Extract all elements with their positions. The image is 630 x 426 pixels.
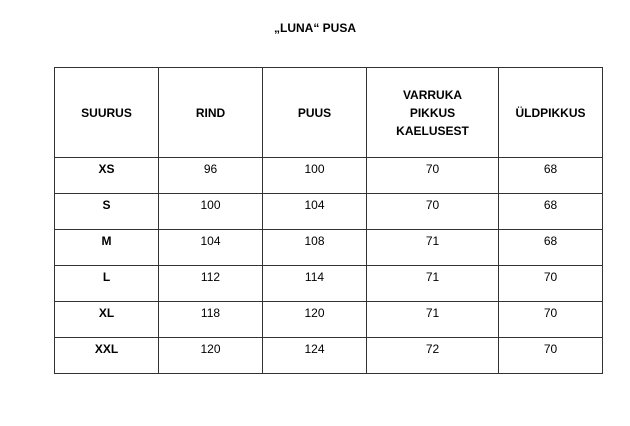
table-row: XS 96 100 70 68: [54, 157, 603, 194]
cell-sleeve-length: 70: [366, 157, 499, 194]
header-hip: PUUS: [262, 67, 367, 158]
cell-hip: 120: [262, 301, 367, 338]
cell-chest: 118: [158, 301, 263, 338]
header-chest: RIND: [158, 67, 263, 158]
table-row: S 100 104 70 68: [54, 193, 603, 230]
cell-hip: 100: [262, 157, 367, 194]
cell-chest: 104: [158, 229, 263, 266]
cell-total-length: 68: [498, 157, 603, 194]
cell-chest: 96: [158, 157, 263, 194]
header-sleeve-length: VARRUKA PIKKUS KAELUSEST: [366, 67, 499, 158]
cell-total-length: 70: [498, 337, 603, 374]
table-row: XL 118 120 71 70: [54, 301, 603, 338]
size-table: SUURUS RIND PUUS VARRUKA PIKKUS KAELUSES…: [54, 67, 603, 374]
table-row: L 112 114 71 70: [54, 265, 603, 302]
cell-chest: 100: [158, 193, 263, 230]
cell-size: XXL: [54, 337, 159, 374]
cell-hip: 124: [262, 337, 367, 374]
cell-size: L: [54, 265, 159, 302]
header-size: SUURUS: [54, 67, 159, 158]
cell-hip: 108: [262, 229, 367, 266]
header-total-length: ÜLDPIKKUS: [498, 67, 603, 158]
cell-size: XS: [54, 157, 159, 194]
cell-sleeve-length: 71: [366, 265, 499, 302]
cell-total-length: 68: [498, 229, 603, 266]
cell-sleeve-length: 72: [366, 337, 499, 374]
cell-chest: 112: [158, 265, 263, 302]
table-row: M 104 108 71 68: [54, 229, 603, 266]
table-row: XXL 120 124 72 70: [54, 337, 603, 374]
cell-sleeve-length: 71: [366, 301, 499, 338]
cell-hip: 104: [262, 193, 367, 230]
cell-size: XL: [54, 301, 159, 338]
cell-total-length: 70: [498, 301, 603, 338]
cell-size: M: [54, 229, 159, 266]
header-row: SUURUS RIND PUUS VARRUKA PIKKUS KAELUSES…: [54, 67, 603, 158]
cell-chest: 120: [158, 337, 263, 374]
cell-sleeve-length: 70: [366, 193, 499, 230]
cell-total-length: 70: [498, 265, 603, 302]
cell-total-length: 68: [498, 193, 603, 230]
document-title: „LUNA“ PUSA: [273, 21, 356, 35]
cell-size: S: [54, 193, 159, 230]
cell-hip: 114: [262, 265, 367, 302]
cell-sleeve-length: 71: [366, 229, 499, 266]
